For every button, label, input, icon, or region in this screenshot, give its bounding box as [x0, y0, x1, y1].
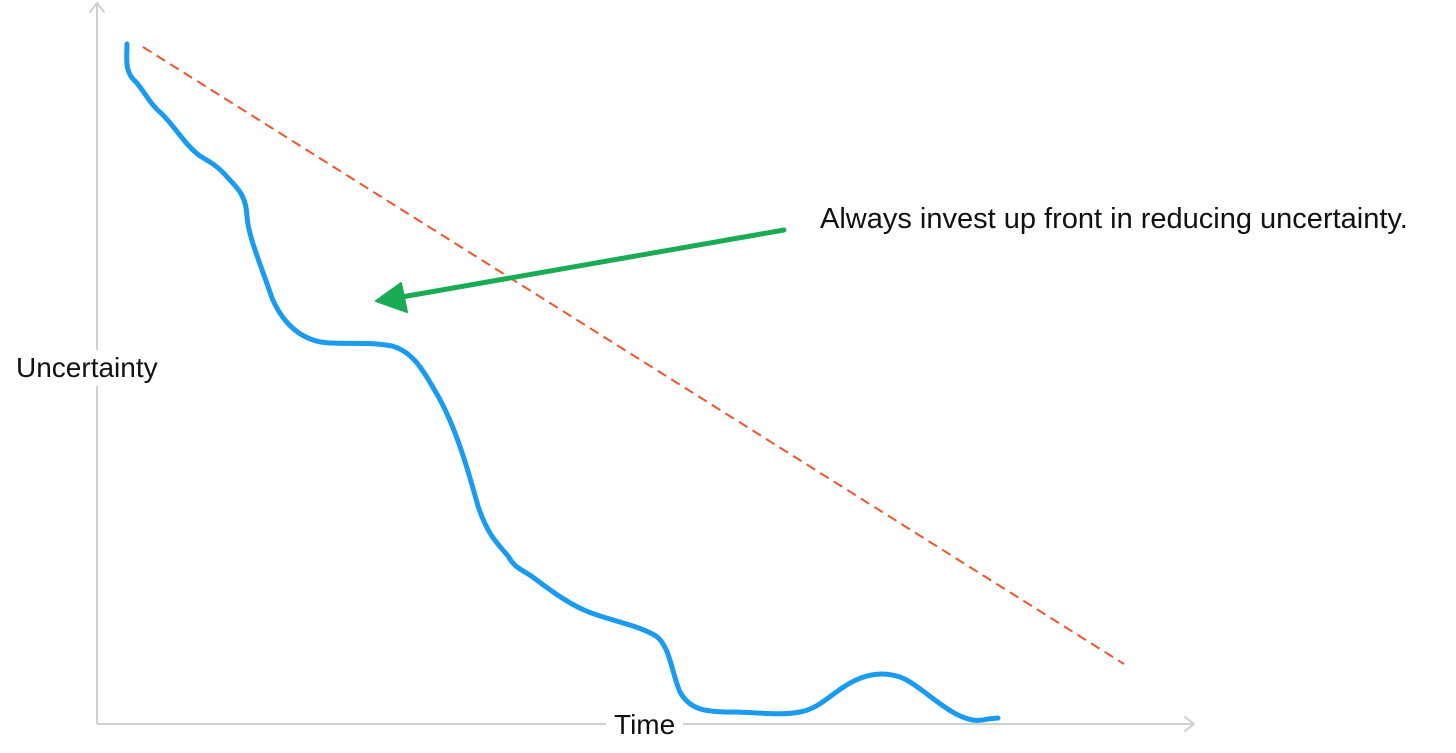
dashed-trend-line — [142, 46, 1125, 665]
annotation-text: Always invest up front in reducing uncer… — [820, 203, 1408, 235]
x-axis-arrowhead — [1184, 716, 1195, 732]
annotation-arrowhead — [375, 282, 408, 313]
x-axis-label: Time — [606, 709, 684, 741]
annotation-arrow — [375, 227, 787, 313]
uncertainty-curve — [124, 41, 1001, 723]
annotation-arrow-shaft — [393, 227, 787, 301]
y-axis-arrowhead — [89, 2, 105, 13]
y-axis-label: Uncertainty — [14, 350, 160, 386]
